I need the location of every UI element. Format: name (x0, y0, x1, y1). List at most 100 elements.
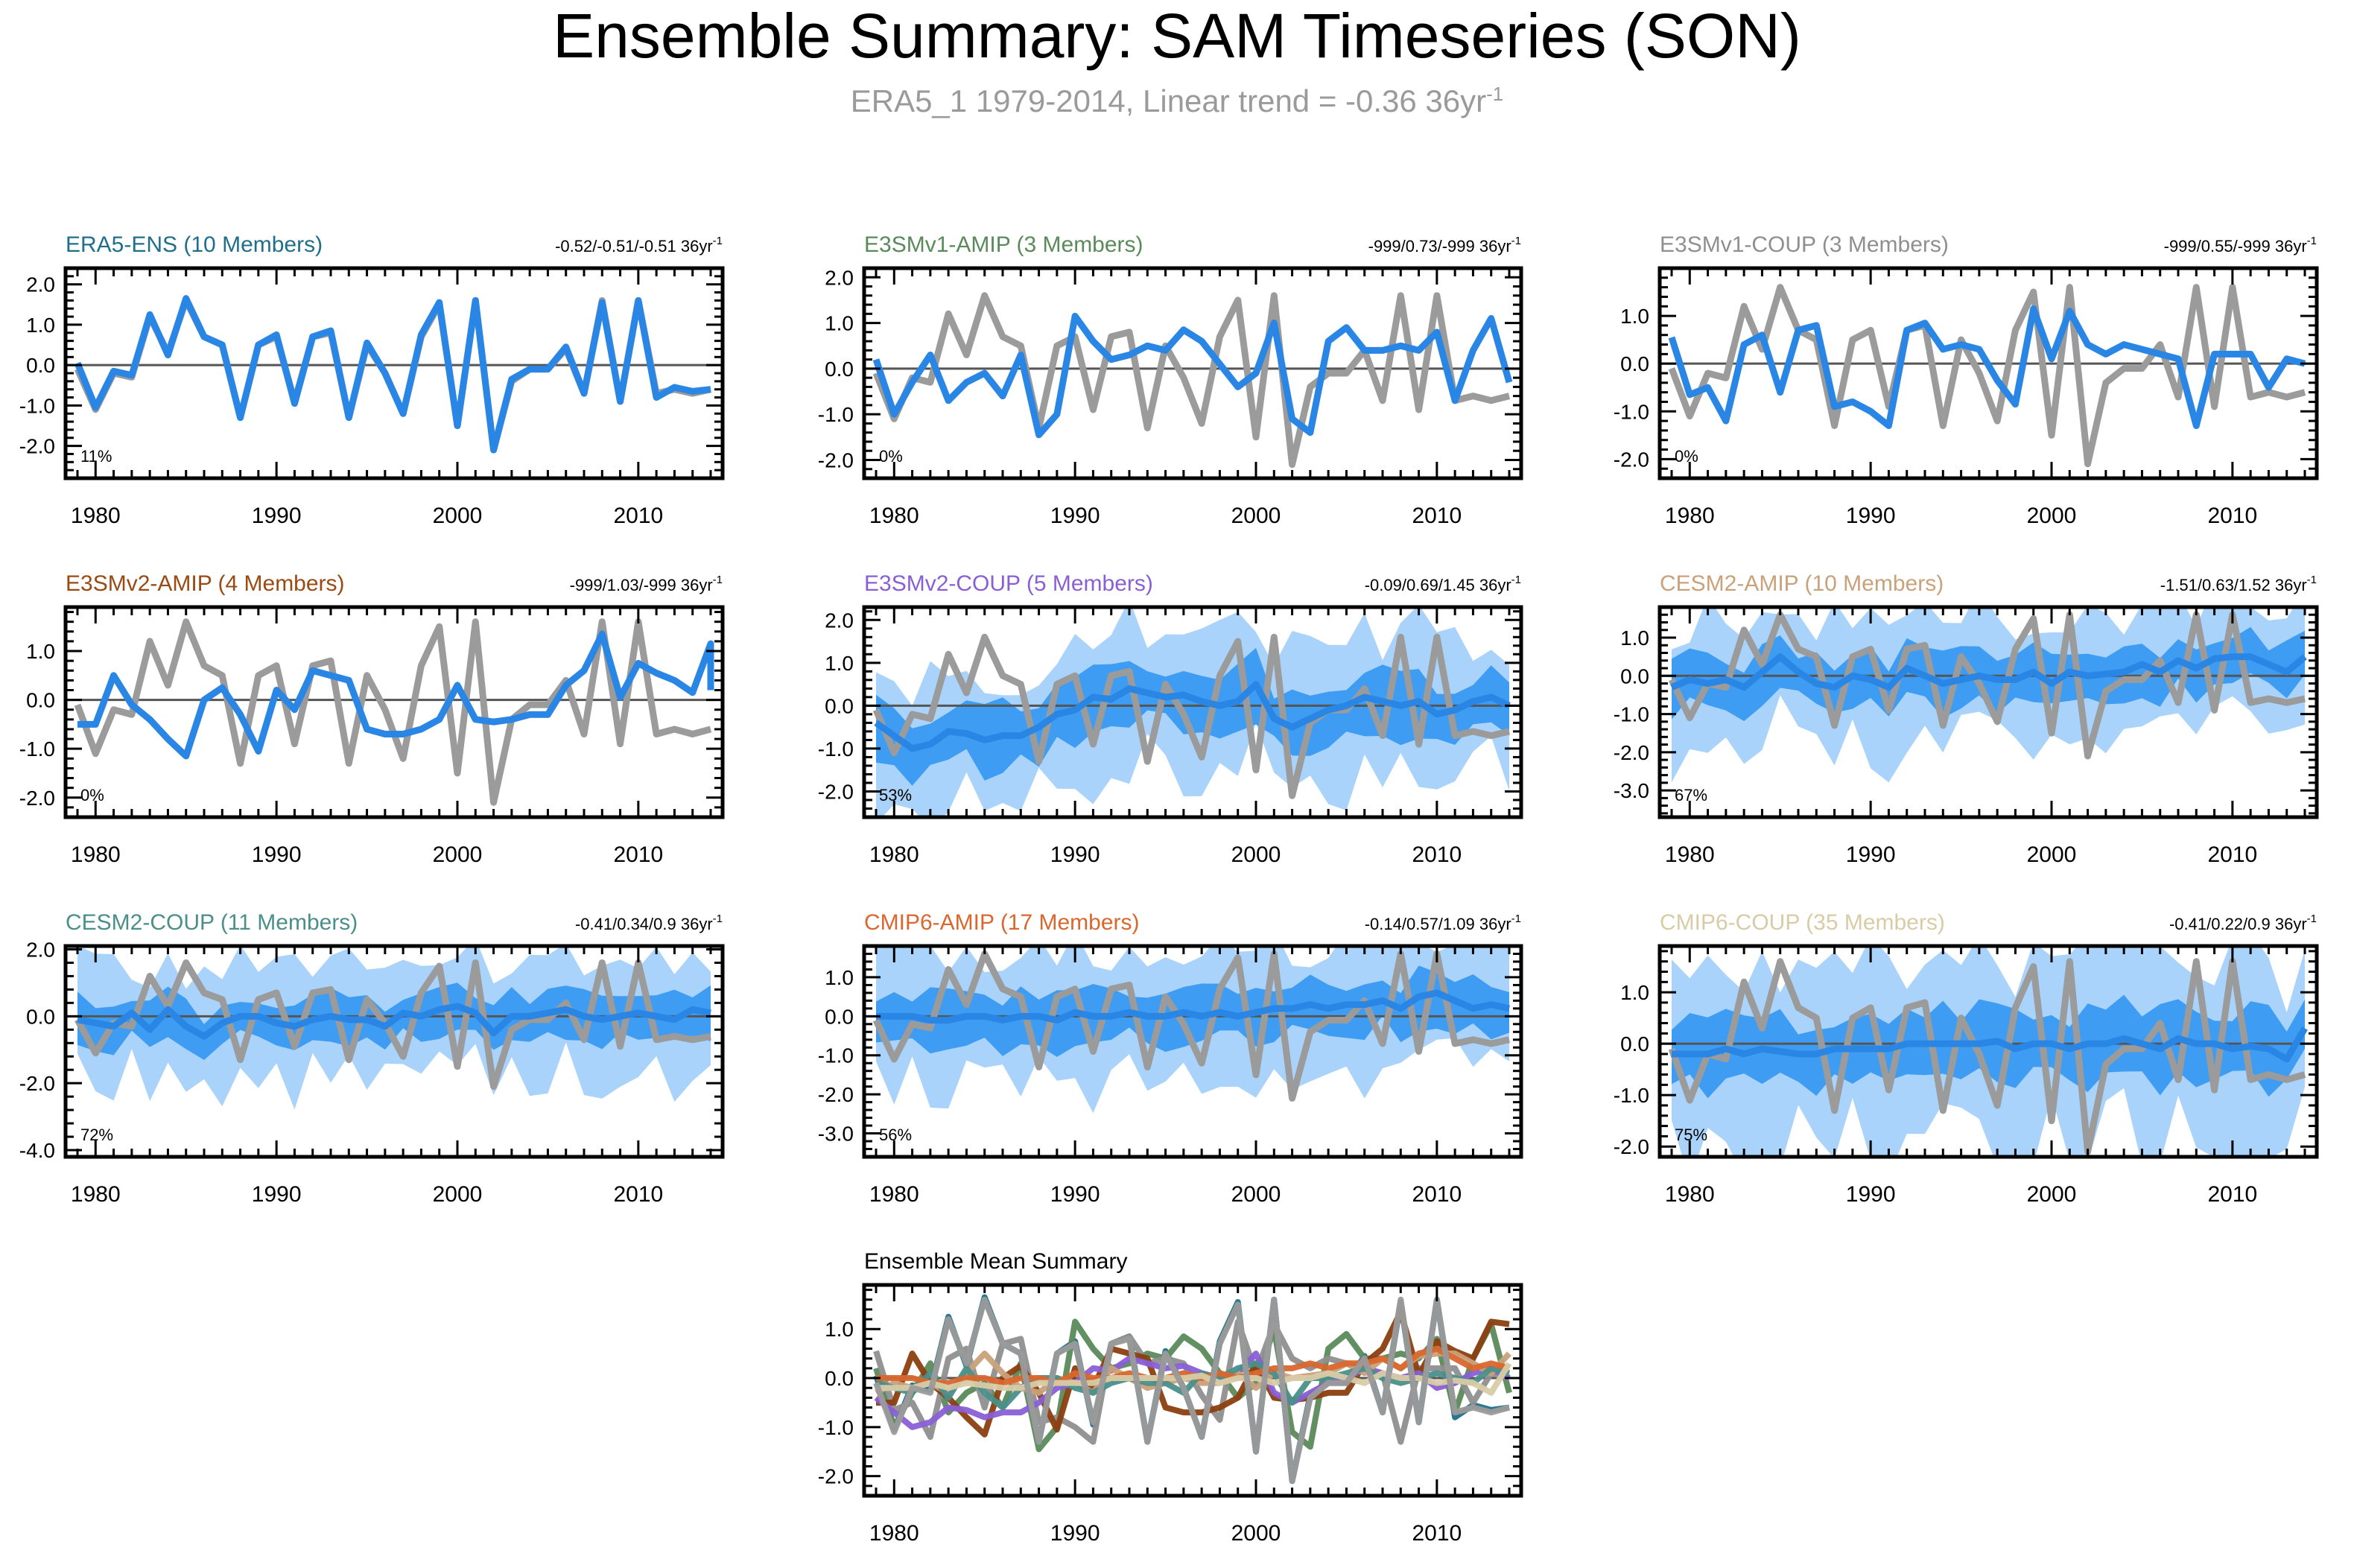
x-tick-label: 1980 (869, 1521, 919, 1546)
y-tick-label: -1.0 (818, 737, 854, 761)
panel-title: Ensemble Mean Summary (864, 1249, 1127, 1274)
y-tick-label: 0.0 (825, 694, 854, 717)
y-tick-label: -1.0 (19, 394, 55, 417)
x-tick-label: 2000 (433, 842, 483, 867)
x-tick-label: 2000 (1231, 504, 1281, 528)
panel-frame (862, 266, 1523, 480)
y-tick-label: -1.0 (1614, 1084, 1649, 1107)
pct-label: 56% (879, 1126, 912, 1144)
x-tick-label: 1980 (71, 842, 121, 867)
reference-series-line (1668, 611, 2306, 760)
x-tick-label: 2010 (613, 842, 663, 867)
reference-series-line (74, 618, 712, 806)
y-tick-label: -2.0 (1614, 741, 1649, 764)
y-tick-label: 1.0 (825, 966, 854, 989)
x-tick-label: 1990 (252, 1182, 302, 1207)
ensemble-mean-line (1668, 305, 2306, 429)
x-tick-label: 2010 (1412, 1521, 1462, 1546)
x-tick-label: 2000 (2027, 504, 2077, 528)
y-tick-label: 0.0 (1620, 664, 1649, 688)
y-tick-label: -1.0 (1614, 703, 1649, 726)
x-tick-label: 1980 (869, 842, 919, 867)
pct-label: 53% (879, 786, 912, 804)
x-tick-label: 2000 (1231, 1521, 1281, 1546)
y-tick-label: -1.0 (818, 1416, 854, 1439)
x-tick-label: 1990 (1050, 1182, 1100, 1207)
panel-frame (1657, 944, 2319, 1159)
ensemble-mean-line (876, 989, 1510, 1024)
reference-series-line (872, 950, 1510, 1102)
series-line-cesm2-coup (875, 1360, 1511, 1411)
plot-area (66, 295, 723, 454)
pct-label: 0% (1675, 447, 1698, 466)
x-tick-label: 1990 (1050, 1521, 1100, 1546)
panel-frame (862, 605, 1523, 819)
trend-label: -1.51/0.63/1.52 36yr-1 (2160, 574, 2317, 594)
ensemble-mean-line (74, 295, 711, 454)
y-tick-label: -3.0 (1614, 779, 1649, 802)
panel-e3smv2-coup: 1980 1990 2000 2010 2.0 1.0 0.0 -1.0 -2.0 E3SMv2-… (818, 571, 1523, 867)
trend-label: -0.41/0.22/0.9 36yr-1 (2169, 912, 2317, 933)
pct-label: 0% (80, 786, 104, 804)
x-tick-label: 2000 (2027, 1182, 2077, 1207)
trend-label-text: -0.09/0.69/1.45 36yr (1365, 576, 1511, 594)
y-tick-label: 2.0 (26, 273, 55, 296)
plot-area (66, 618, 723, 806)
trend-label-text: -0.41/0.22/0.9 36yr (2169, 915, 2307, 933)
x-tick-label: 2010 (2207, 1182, 2257, 1207)
x-tick-label: 2010 (2207, 842, 2257, 867)
panel-era5-ens: 1980 1990 2000 2010 2.0 1.0 0.0 -1.0 -2.0 ERA5-EN… (19, 232, 725, 528)
x-tick-label: 1980 (71, 504, 121, 528)
panel-frame (1657, 605, 2319, 819)
x-tick-label: 2000 (1231, 842, 1281, 867)
trend-label-text: -999/0.55/-999 36yr (2164, 237, 2307, 255)
panel-cmip6-coup: 1980 1990 2000 2010 1.0 0.0 -1.0 -2.0 CMIP6-COUP… (1614, 910, 2319, 1207)
panel-title: CMIP6-COUP (35 Members) (1660, 910, 1945, 935)
trend-label-superscript: -1 (713, 235, 723, 247)
trend-label: -999/1.03/-999 36yr-1 (570, 574, 723, 594)
y-tick-label: -2.0 (818, 448, 854, 472)
y-tick-label: 0.0 (825, 1005, 854, 1028)
y-tick-label: -2.0 (818, 1465, 854, 1488)
y-tick-label: -1.0 (818, 1044, 854, 1067)
reference-series-line (1668, 958, 2306, 1155)
y-tick-label: -2.0 (19, 787, 55, 810)
plot-area (864, 1294, 1521, 1485)
trend-label-text: -0.52/-0.51/-0.51 36yr (555, 237, 713, 255)
panel-title: CESM2-COUP (11 Members) (66, 910, 358, 935)
x-tick-label: 2000 (433, 504, 483, 528)
trend-label-text: -999/0.73/-999 36yr (1368, 237, 1511, 255)
reference-series-line (1668, 284, 2306, 468)
trend-label: -0.09/0.69/1.45 36yr-1 (1365, 574, 1521, 594)
panel-title: CMIP6-AMIP (17 Members) (864, 910, 1140, 935)
trend-label-superscript: -1 (2307, 235, 2317, 247)
trend-label-text: -999/1.03/-999 36yr (570, 576, 713, 594)
y-tick-label: 2.0 (825, 266, 854, 289)
panel-frame (862, 944, 1523, 1159)
trend-label-superscript: -1 (2307, 574, 2317, 586)
y-tick-label: 0.0 (26, 354, 55, 377)
panel-e3smv2-amip: 1980 1990 2000 2010 1.0 0.0 -1.0 -2.0 E3SMv2-AMI… (19, 571, 725, 867)
panel-title: CESM2-AMIP (10 Members) (1660, 571, 1944, 596)
x-tick-label: 1980 (71, 1182, 121, 1207)
y-tick-label: -1.0 (19, 737, 55, 761)
panel-cesm2-coup: 1980 1990 2000 2010 2.0 0.0 -2.0 -4.0 CESM2-COUP… (19, 910, 725, 1207)
subtitle-text: ERA5_1 1979-2014, Linear trend = -0.36 3… (850, 83, 1487, 118)
x-tick-label: 2010 (2207, 504, 2257, 528)
y-tick-label: -1.0 (818, 403, 854, 426)
pct-label: 72% (80, 1126, 113, 1144)
y-tick-label: 1.0 (825, 1318, 854, 1341)
plot-area (1660, 946, 2317, 1157)
x-tick-label: 1990 (1846, 1182, 1896, 1207)
x-tick-label: 2010 (613, 1182, 663, 1207)
trend-label-superscript: -1 (1511, 574, 1521, 586)
trend-label-text: -0.41/0.34/0.9 36yr (575, 915, 713, 933)
trend-label: -999/0.55/-999 36yr-1 (2164, 235, 2317, 255)
x-tick-label: 2010 (1412, 1182, 1462, 1207)
y-tick-label: 1.0 (1620, 981, 1649, 1004)
pct-label: 11% (80, 447, 112, 466)
trend-label: -999/0.73/-999 36yr-1 (1368, 235, 1521, 255)
y-tick-label: 2.0 (825, 609, 854, 632)
panel-frame (862, 1283, 1523, 1498)
panel-title: E3SMv1-AMIP (3 Members) (864, 232, 1143, 257)
